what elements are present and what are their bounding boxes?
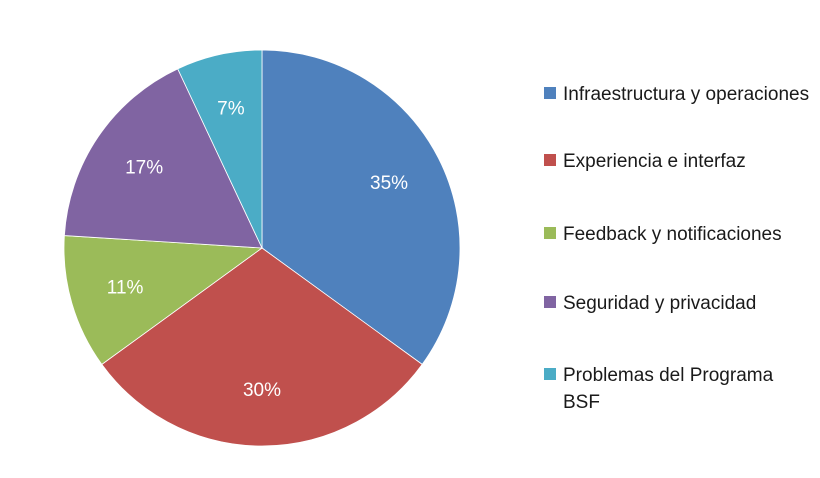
pie-plot-area: 35% 30% 11% 17% 7% (63, 49, 461, 447)
pie-slice-seguridad (63, 68, 263, 249)
pie-slices (63, 49, 461, 447)
legend-swatch (544, 87, 556, 99)
legend-swatch (544, 368, 556, 380)
pie-slice-experiencia (101, 247, 423, 447)
legend-label: Seguridad y privacidad (563, 293, 757, 314)
data-label-feedback: 11% (107, 277, 144, 298)
legend-item-experiencia: Experiencia e interfaz (544, 148, 814, 175)
legend-swatch (544, 154, 556, 166)
legend-label: Feedback y notificaciones (563, 224, 782, 245)
legend-label: Experiencia e interfaz (563, 151, 746, 172)
pie-slice-infraestructura (261, 49, 461, 365)
legend-item-feedback: Feedback y notificaciones (544, 221, 814, 248)
legend-item-seguridad: Seguridad y privacidad (544, 290, 814, 317)
legend-label: Infraestructura y operaciones (563, 84, 810, 105)
legend-swatch (544, 296, 556, 308)
legend-item-problemas-bsf: Problemas del Programa BSF (544, 362, 814, 416)
data-label-infraestructura: 35% (370, 173, 408, 194)
pie-slice-feedback (63, 235, 264, 365)
pie-slice-problemas-bsf (177, 49, 263, 249)
legend-item-infraestructura: Infraestructura y operaciones (544, 81, 814, 108)
data-label-seguridad: 17% (125, 157, 163, 178)
legend-label: Problemas del Programa BSF (563, 365, 774, 413)
legend: Infraestructura y operaciones Experienci… (544, 0, 814, 478)
data-label-experiencia: 30% (243, 380, 281, 401)
data-label-problemas-bsf: 7% (217, 98, 245, 119)
pie-data-labels: 35% 30% 11% 17% 7% (107, 98, 408, 401)
legend-swatch (544, 227, 556, 239)
